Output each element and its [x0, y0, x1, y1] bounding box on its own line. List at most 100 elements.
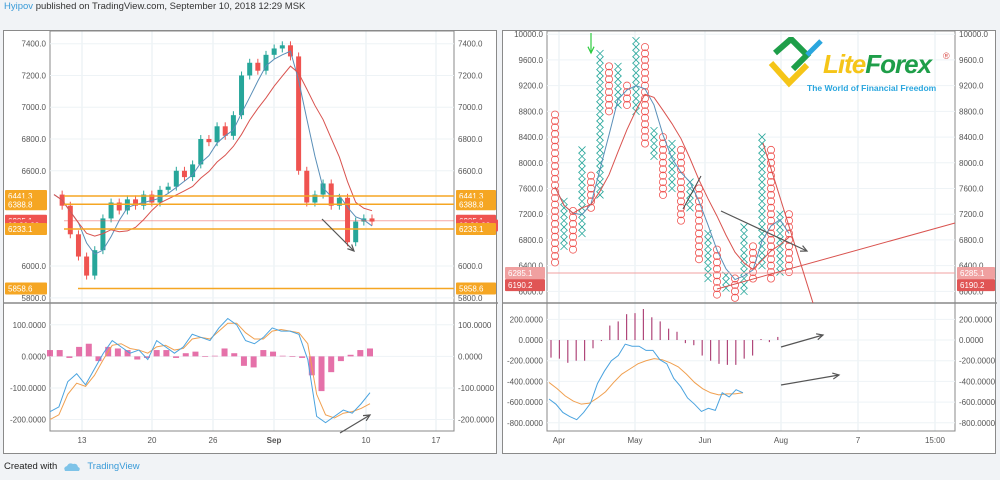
left-chart-svg[interactable]: 13 20 26 Sep 10 17 7400.0 7400.0 7200.0 7200.0 700… [4, 30, 498, 455]
y-tick-label-right: -200.0000 [959, 357, 996, 366]
histogram-bar [299, 356, 306, 358]
pnf-x [650, 133, 658, 141]
pnf-o [551, 123, 560, 132]
pnf-o [766, 210, 775, 219]
candle [133, 199, 139, 206]
price-label-right [957, 279, 995, 292]
pnf-o [766, 223, 775, 232]
pnf-x [596, 178, 604, 186]
left-chart-panel: 13 20 26 Sep 10 17 7400.0 7400.0 7200.0 7200.0 700… [3, 30, 498, 455]
pnf-x [704, 274, 712, 283]
pnf-o [676, 158, 685, 167]
pnf-x [560, 242, 568, 251]
pnf-x [632, 36, 640, 45]
pnf-o [730, 293, 739, 302]
histogram-bar [367, 348, 373, 357]
pnf-x [740, 268, 748, 276]
pnf-o [551, 187, 560, 196]
pnf-o [551, 129, 560, 138]
pnf-o [676, 216, 685, 225]
pnf-ma-slow [554, 93, 790, 271]
y-tick-label-left: -400.0000 [507, 377, 544, 386]
histogram-bar [143, 356, 150, 358]
pnf-o [676, 203, 685, 212]
trend-line[interactable] [682, 175, 702, 210]
pnf-x [650, 146, 658, 154]
pnf-o [766, 255, 775, 264]
pnf-x [614, 62, 622, 71]
pnf-o [605, 88, 614, 97]
pnf-x [668, 159, 676, 167]
histogram-bar [182, 353, 189, 357]
price-label-left [505, 267, 545, 280]
pnf-x [650, 126, 658, 135]
y-tick-label-left: 6800.0 [22, 135, 47, 144]
pnf-o [766, 190, 775, 199]
x-tick-label: Sep [267, 436, 282, 445]
level-label-left [5, 282, 47, 295]
candle [141, 194, 147, 206]
pnf-o [587, 178, 596, 187]
pnf-o [640, 49, 649, 58]
pnf-x [578, 146, 586, 154]
pnf-x [632, 56, 640, 64]
histogram-bar [328, 356, 335, 373]
liteforex-logo: LiteForex ® The World of Financial Freed… [767, 37, 950, 93]
histogram-bar [114, 348, 121, 357]
pnf-o [694, 255, 703, 264]
pnf-o [587, 190, 596, 199]
pnf-x [596, 152, 604, 161]
histogram-bar [202, 356, 209, 357]
pnf-o [766, 216, 775, 225]
pnf-o [694, 248, 703, 257]
pnf-x [776, 268, 784, 276]
y-tick-label-right: 7200.0 [959, 210, 984, 219]
level-label-right-text: 6441.3 [459, 192, 484, 201]
candle [75, 234, 81, 257]
pnf-x [596, 101, 604, 109]
pnf-o [551, 181, 560, 190]
pnf-o [623, 100, 632, 109]
pnf-x [758, 152, 766, 161]
candle [165, 186, 171, 190]
tradingview-link[interactable]: TradingView [87, 461, 140, 472]
y-tick-label-left: 6000.0 [22, 262, 47, 271]
pnf-o [694, 242, 703, 251]
macd-arrow-lower [780, 374, 840, 386]
pnf-o [569, 232, 578, 241]
pnf-o [605, 100, 614, 109]
trendline-support[interactable] [716, 222, 956, 290]
right-chart-svg[interactable]: Apr May Jun Aug 7 15:00 10000.0 10000.0 9600.0 96… [503, 30, 997, 455]
y-tick-label-left: 8400.0 [519, 133, 544, 142]
pnf-o [712, 290, 721, 299]
y-tick-label-right: 6000.0 [959, 287, 984, 296]
pnf-x [578, 171, 586, 180]
pnf-x [578, 165, 586, 173]
logo-tagline: The World of Financial Freedom [807, 83, 937, 93]
level-label-right-text: 6233.1 [459, 225, 484, 234]
pnf-o [623, 88, 632, 97]
y-tick-label-left: 7200.0 [519, 210, 544, 219]
pnf-o [605, 68, 614, 77]
pnf-o [569, 239, 578, 248]
pnf-x [740, 236, 748, 244]
price-label-right-text: 6190.2 [960, 281, 985, 290]
macd-arrow-upper [780, 334, 824, 348]
pnf-o [551, 110, 560, 119]
y-tick-label-right: 7200.0 [458, 71, 483, 80]
candle [353, 221, 359, 243]
pnf-x [776, 216, 784, 225]
pnf-x [650, 152, 658, 161]
pnf-o [712, 251, 721, 260]
pnf-o [551, 117, 560, 126]
pnf-x [560, 197, 568, 206]
pnf-x [740, 249, 748, 257]
author-link[interactable]: Hyipov [4, 1, 34, 12]
histogram-bar [240, 356, 247, 366]
trendline-resistance[interactable] [762, 142, 814, 304]
macd-divergence-arrow-head [362, 414, 372, 422]
pnf-o [605, 107, 614, 116]
pnf-x [578, 178, 586, 186]
y-tick-label-left: 7600.0 [519, 185, 544, 194]
pnf-o [676, 190, 685, 199]
